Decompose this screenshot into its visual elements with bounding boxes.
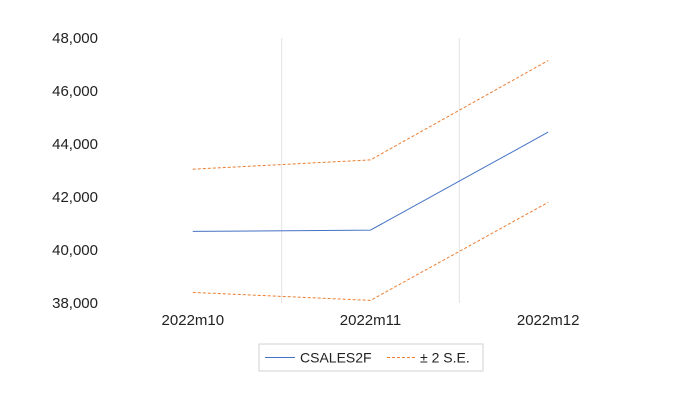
y-axis: 38,000 40,000 42,000 44,000 46,000 48,000 [52, 30, 98, 312]
chart-legend: CSALES2F ± 2 S.E. [258, 343, 484, 372]
x-tick-label: 2022m11 [340, 312, 401, 329]
upper-se-band-line [192, 60, 549, 170]
x-tick-label: 2022m10 [162, 312, 225, 329]
y-tick-label: 48,000 [52, 30, 98, 47]
y-tick-label: 44,000 [52, 136, 98, 153]
legend-box [258, 343, 484, 372]
y-tick-label: 42,000 [52, 189, 98, 206]
chart-gridlines [281, 38, 460, 303]
forecast-line [192, 131, 549, 232]
y-tick-label: 38,000 [52, 295, 98, 312]
y-tick-label: 46,000 [52, 83, 98, 100]
legend-label: ± 2 S.E. [420, 350, 470, 366]
x-tick-label: 2022m12 [517, 312, 580, 329]
chart-series [192, 60, 549, 301]
legend-label: CSALES2F [300, 350, 372, 366]
y-tick-label: 40,000 [52, 242, 98, 259]
x-axis: 2022m10 2022m11 2022m12 [162, 312, 580, 329]
lower-se-band-line [192, 201, 549, 301]
